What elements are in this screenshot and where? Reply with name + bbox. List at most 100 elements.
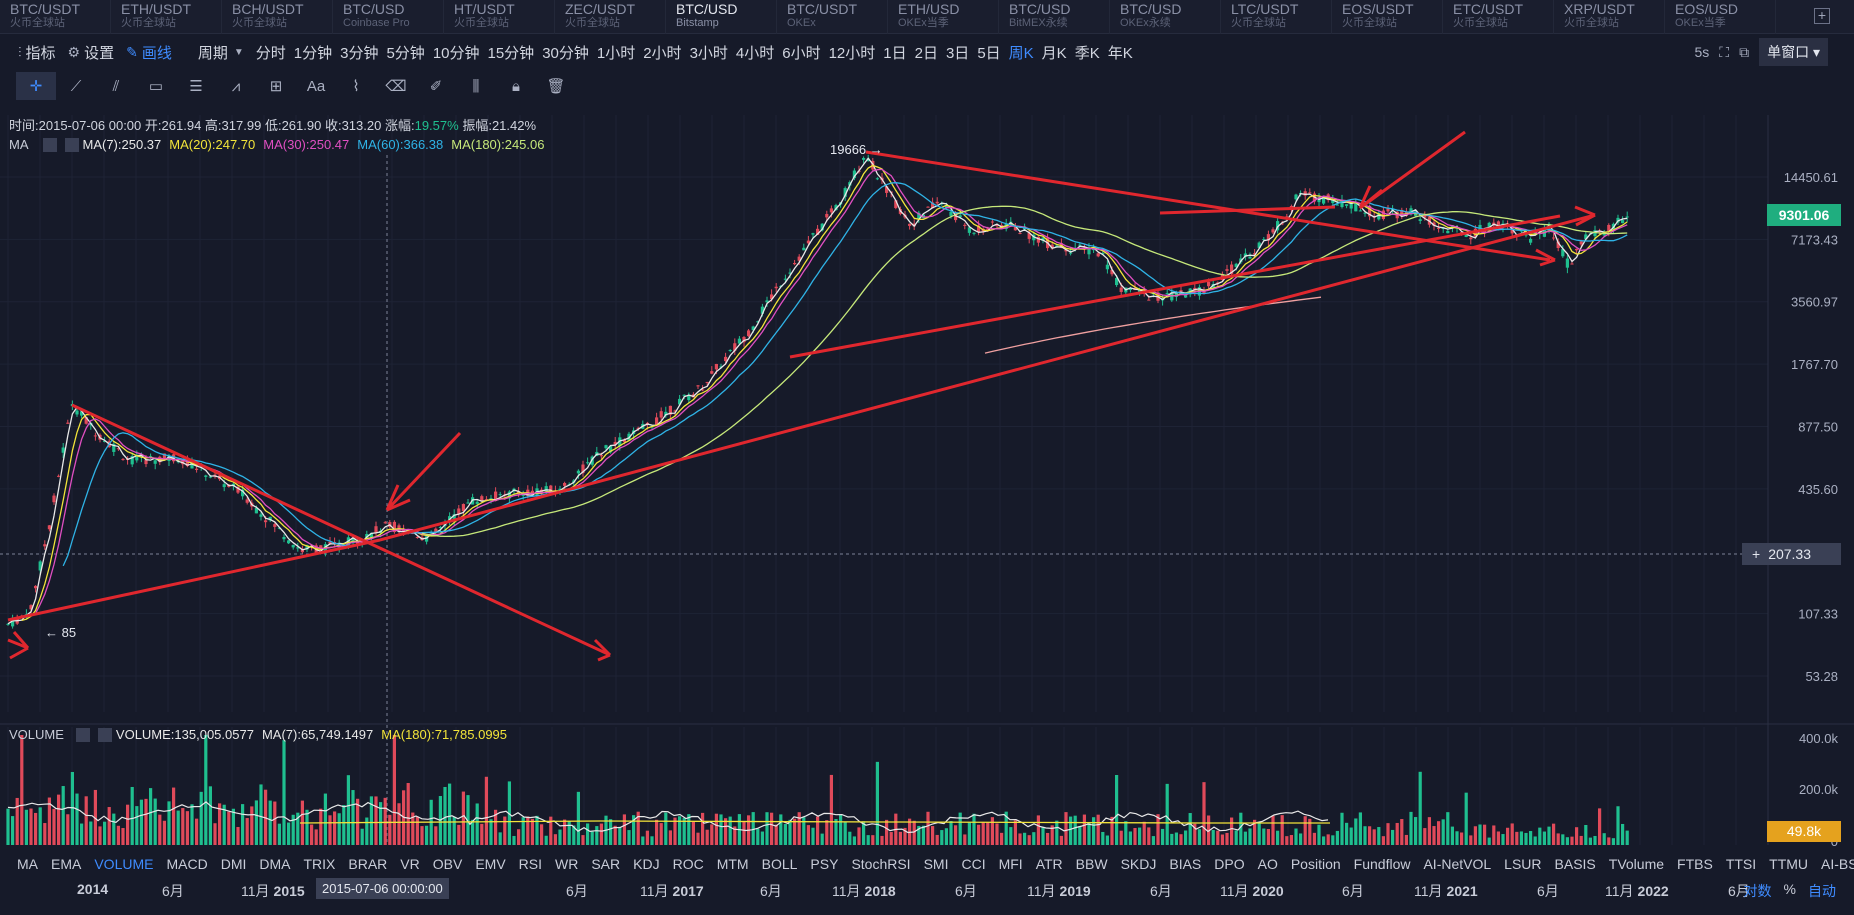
indicator-tab[interactable]: CCI bbox=[961, 855, 986, 872]
indicator-tab[interactable]: ATR bbox=[1035, 855, 1063, 872]
brush-tool-icon[interactable]: ⌇ bbox=[352, 78, 360, 95]
ticker-tab[interactable]: BTC/USDT 火币全球站 bbox=[0, 0, 111, 34]
period-option[interactable]: 年K bbox=[1107, 44, 1133, 62]
ticker-tab[interactable]: ETH/USD OKEx当季 bbox=[888, 0, 999, 34]
indicator-tab[interactable]: PSY bbox=[810, 855, 839, 872]
volume-settings-icon[interactable] bbox=[75, 727, 90, 742]
ticker-tab[interactable]: BTC/USD OKEx永续 bbox=[1110, 0, 1221, 34]
indicator-tab[interactable]: EMA bbox=[51, 855, 82, 872]
period-option[interactable]: 3分钟 bbox=[340, 44, 379, 62]
auto-scale-toggle[interactable]: 自动 bbox=[1808, 883, 1836, 899]
draw-button[interactable]: ✎ 画线 bbox=[126, 42, 172, 63]
wave-tool-icon[interactable]: ⩘ bbox=[231, 77, 241, 95]
indicator-tab[interactable]: Fundflow bbox=[1353, 855, 1411, 872]
period-option[interactable]: 5分钟 bbox=[386, 44, 425, 62]
indicator-tab[interactable]: KDJ bbox=[633, 855, 660, 872]
ticker-tab[interactable]: ZEC/USDT 火币全球站 bbox=[555, 0, 666, 34]
indicator-tab[interactable]: MA bbox=[17, 855, 38, 872]
indicator-tab[interactable]: MTM bbox=[716, 855, 749, 872]
period-option[interactable]: 15分钟 bbox=[487, 44, 535, 62]
indicator-tab[interactable]: SAR bbox=[591, 855, 621, 872]
candle-tool-icon[interactable]: ⫼ bbox=[472, 77, 480, 95]
indicator-tab[interactable]: FTBS bbox=[1677, 855, 1713, 872]
ticker-tab[interactable]: LTC/USDT 火币全球站 bbox=[1221, 0, 1332, 34]
period-option[interactable]: 30分钟 bbox=[542, 44, 589, 62]
ticker-tab[interactable]: BTC/USD Coinbase Pro bbox=[333, 0, 444, 34]
log-scale-toggle[interactable]: 对数 bbox=[1743, 883, 1772, 899]
indicator-tab[interactable]: BRAR bbox=[348, 855, 388, 872]
refresh-interval[interactable]: 5s bbox=[1694, 44, 1710, 60]
period-option[interactable]: 周K bbox=[1008, 44, 1034, 62]
ticker-tab[interactable]: ETH/USDT 火币全球站 bbox=[111, 0, 222, 34]
indicator-tab[interactable]: TTMU bbox=[1769, 855, 1809, 872]
percent-scale-toggle[interactable]: % bbox=[1783, 881, 1796, 897]
indicator-tab[interactable]: TRIX bbox=[303, 855, 336, 872]
period-option[interactable]: 4小时 bbox=[735, 44, 775, 62]
period-option[interactable]: 10分钟 bbox=[432, 44, 480, 62]
indicator-tab[interactable]: AI-NetVOL bbox=[1423, 855, 1492, 872]
ticker-tab[interactable]: XRP/USDT 火币全球站 bbox=[1554, 0, 1665, 34]
ma-close-icon[interactable] bbox=[64, 137, 79, 152]
lock-icon[interactable]: 🔒︎ bbox=[512, 77, 520, 95]
ticker-tab[interactable]: BTC/USDT OKEx bbox=[777, 0, 888, 34]
rectangle-tool-icon[interactable]: ▭ bbox=[148, 78, 164, 95]
indicator-tab[interactable]: SMI bbox=[923, 855, 949, 872]
period-option[interactable]: 分时 bbox=[255, 44, 286, 62]
period-option[interactable]: 2日 bbox=[914, 44, 938, 62]
add-ticker-button[interactable]: + bbox=[1814, 8, 1830, 24]
ticker-tab[interactable]: BCH/USDT 火币全球站 bbox=[222, 0, 333, 34]
ticker-tab[interactable]: BTC/USD BitMEX永续 bbox=[999, 0, 1110, 34]
indicator-tab[interactable]: DMI bbox=[220, 855, 247, 872]
indicator-tab[interactable]: BBW bbox=[1075, 855, 1108, 872]
fib-tool-icon[interactable]: ☰ bbox=[189, 78, 203, 95]
volume-close-icon[interactable] bbox=[97, 727, 112, 742]
indicator-tab[interactable]: TVolume bbox=[1608, 855, 1665, 872]
eraser-tool-icon[interactable]: ⌫ bbox=[385, 78, 407, 95]
indicator-tab[interactable]: Position bbox=[1290, 855, 1341, 872]
period-option[interactable]: 月K bbox=[1041, 44, 1067, 62]
indicator-tab[interactable]: MACD bbox=[166, 855, 208, 872]
expand-icon[interactable]: ⛶ bbox=[1719, 43, 1730, 60]
indicator-tab[interactable]: StochRSI bbox=[851, 855, 911, 872]
measure-tool-icon[interactable]: ⊞ bbox=[269, 78, 283, 95]
indicator-tab[interactable]: AO bbox=[1257, 855, 1278, 872]
ticker-tab[interactable]: HT/USDT 火币全球站 bbox=[444, 0, 555, 34]
window-mode-select[interactable]: 单窗口 ▾ bbox=[1759, 38, 1828, 66]
line-tool-icon[interactable]: ⟋ bbox=[70, 77, 82, 95]
ticker-tab[interactable]: BTC/USD Bitstamp bbox=[666, 0, 777, 34]
indicator-tab[interactable]: OBV bbox=[432, 855, 463, 872]
indicator-tab[interactable]: ROC bbox=[672, 855, 704, 872]
indicator-button[interactable]: ⫶ 指标 bbox=[18, 42, 56, 63]
indicator-tab[interactable]: DMA bbox=[259, 855, 291, 872]
trash-icon[interactable]: 🗑︎ bbox=[546, 78, 566, 95]
indicator-tab[interactable]: VOLUME bbox=[94, 855, 154, 872]
ticker-tab[interactable]: EOS/USDT 火币全球站 bbox=[1332, 0, 1443, 34]
ticker-tab[interactable]: ETC/USDT 火币全球站 bbox=[1443, 0, 1554, 34]
indicator-tab[interactable]: DPO bbox=[1214, 855, 1245, 872]
crosshair-tool-icon[interactable]: ✛ bbox=[16, 72, 56, 100]
settings-button[interactable]: ⚙ 设置 bbox=[68, 42, 115, 63]
indicator-tab[interactable]: WR bbox=[555, 855, 579, 872]
period-option[interactable]: 6小时 bbox=[782, 44, 821, 62]
period-option[interactable]: 1小时 bbox=[596, 44, 636, 62]
period-option[interactable]: 1分钟 bbox=[293, 44, 333, 62]
indicator-tab[interactable]: TTSI bbox=[1725, 855, 1757, 872]
parallel-tool-icon[interactable]: ⫽ bbox=[112, 77, 120, 95]
ticker-tab[interactable]: EOS/USD OKEx当季 bbox=[1665, 0, 1776, 34]
period-option[interactable]: 季K bbox=[1074, 44, 1100, 62]
text-tool-icon[interactable]: Aa bbox=[306, 77, 326, 95]
popout-icon[interactable]: ⧉ bbox=[1739, 43, 1750, 60]
period-option[interactable]: 12小时 bbox=[828, 44, 876, 62]
period-option[interactable]: 3小时 bbox=[689, 44, 728, 62]
indicator-tab[interactable]: BASIS bbox=[1554, 855, 1596, 872]
kline-chart[interactable]: 14450.61 7173.43 3560.97 1767.70 877.50 435.6… bbox=[0, 103, 1854, 915]
crosshair-plus-icon[interactable]: + bbox=[1752, 546, 1761, 562]
period-dropdown[interactable]: 周期 ▼ bbox=[198, 42, 244, 63]
indicator-tab[interactable]: MFI bbox=[998, 855, 1023, 872]
period-option[interactable]: 5日 bbox=[977, 44, 1001, 62]
indicator-tab[interactable]: BIAS bbox=[1169, 855, 1202, 872]
indicator-tab[interactable]: VR bbox=[400, 855, 420, 872]
ma-settings-icon[interactable] bbox=[42, 137, 57, 152]
indicator-tab[interactable]: LSUR bbox=[1504, 855, 1542, 872]
indicator-tab[interactable]: SKDJ bbox=[1120, 855, 1157, 872]
